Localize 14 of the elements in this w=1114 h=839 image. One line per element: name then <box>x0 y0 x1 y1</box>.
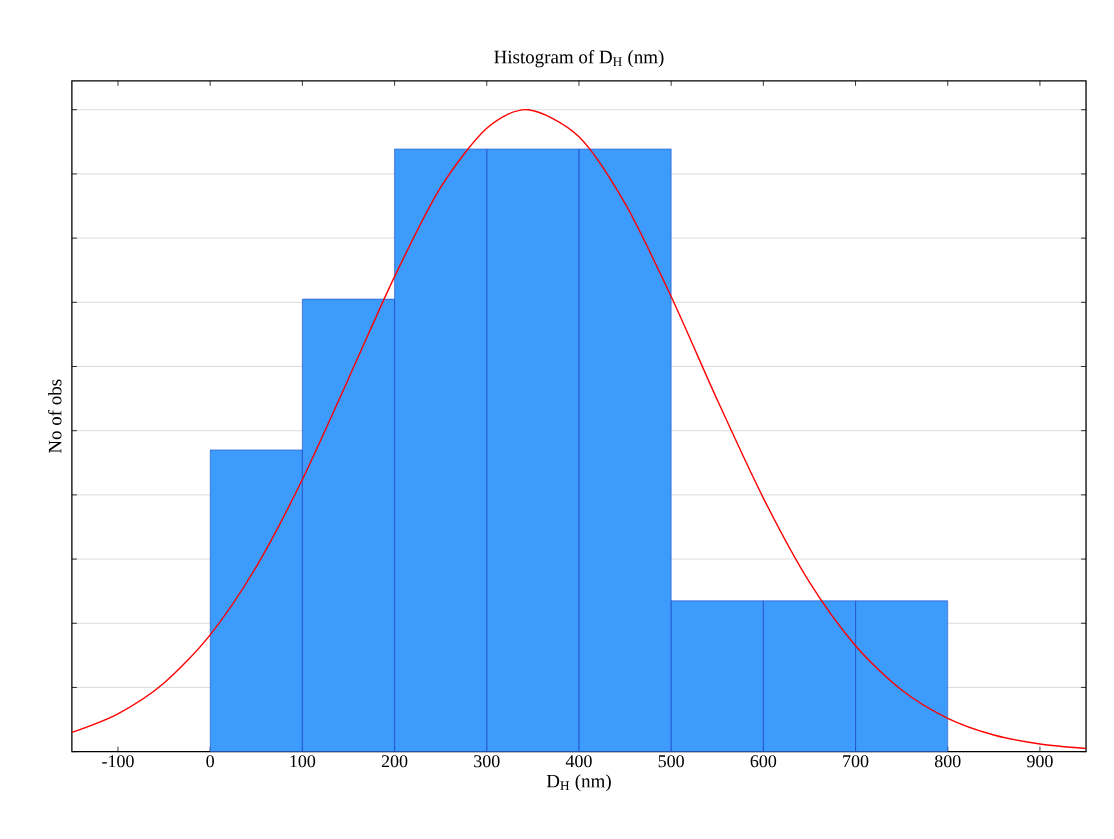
x-tick-label: 400 <box>565 754 592 768</box>
y-axis-title: No of obs <box>47 379 62 453</box>
x-tick-label: 700 <box>843 754 869 768</box>
x-tick-label: 0 <box>206 754 214 768</box>
x-tick-label: 800 <box>934 754 961 768</box>
x-tick-label: 600 <box>750 754 777 768</box>
x-axis-title: D$_{H}$ (nm) <box>546 773 611 792</box>
x-tick-label: 300 <box>474 754 500 768</box>
chart-title: Histogram of D$_{H}$ (nm) <box>494 49 664 68</box>
x-tick-label: 200 <box>381 754 408 768</box>
x-tick-label: -100 <box>102 754 134 768</box>
x-tick-label: 100 <box>290 754 316 768</box>
x-tick-label: 900 <box>1027 754 1053 768</box>
x-tick-label: 500 <box>658 754 684 768</box>
